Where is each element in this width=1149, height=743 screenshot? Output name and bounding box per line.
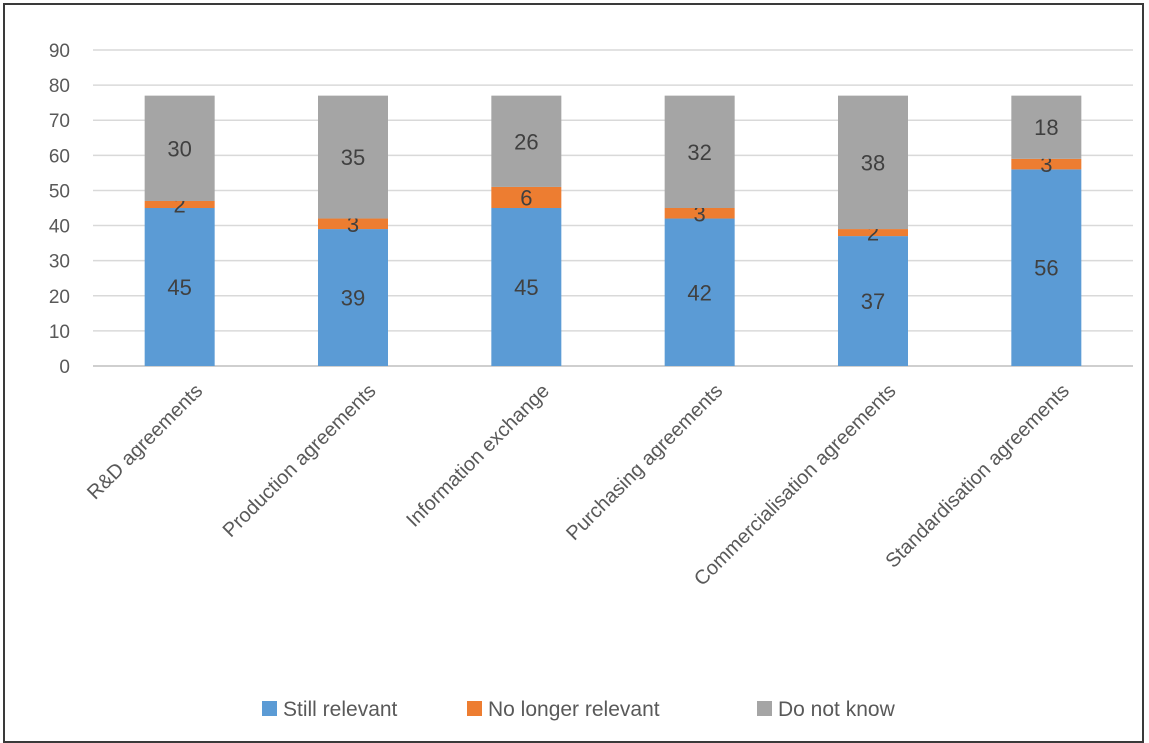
data-label: 42 [687,280,711,305]
bar-still-relevant [1011,169,1082,366]
x-axis: R&D agreements Production agreements Infor… [83,380,1074,590]
bar-do-not-know [318,95,388,219]
data-label: 38 [861,150,885,175]
bar-no-longer-relevant [318,218,388,230]
data-label: 39 [341,286,365,311]
bar-do-not-know [664,95,735,208]
y-tick-label: 10 [49,322,70,343]
bar-no-longer-relevant [491,186,562,208]
bar-no-longer-relevant [144,200,215,208]
x-category-label: Commercialisation agreements [690,380,900,590]
x-category-label: Information exchange [402,380,554,532]
bar-do-not-know [1011,95,1082,159]
x-category-label: Purchasing agreements [562,380,727,545]
bar-do-not-know [491,95,562,187]
legend-swatch [262,701,277,716]
bar-still-relevant [318,229,388,366]
bar-do-not-know [144,95,215,201]
bar-still-relevant [838,236,908,366]
bar-do-not-know [838,95,908,230]
data-label: 32 [687,140,711,165]
legend-item-no-longer-relevant: No longer relevant [467,698,660,721]
data-label: 37 [861,289,885,314]
y-tick-label: 50 [49,181,70,202]
y-tick-label: 80 [49,76,70,97]
y-tick-label: 70 [49,111,70,132]
legend-swatch [757,701,772,716]
legend: Still relevant No longer relevant Do not k… [262,698,896,721]
y-tick-label: 90 [49,41,70,62]
data-label: 26 [514,129,538,154]
x-category-label: R&D agreements [83,380,207,504]
legend-label: No longer relevant [488,698,660,721]
legend-item-still-relevant: Still relevant [262,698,398,721]
y-tick-label: 60 [49,146,70,167]
data-label: 56 [1034,256,1058,281]
data-label: 45 [514,275,538,300]
legend-swatch [467,701,482,716]
y-tick-label: 0 [59,357,70,378]
x-category-label: Standardisation agreements [881,380,1073,572]
y-tick-label: 30 [49,252,70,273]
y-tick-label: 40 [49,217,70,238]
data-label: 45 [167,275,191,300]
bar-no-longer-relevant [664,208,735,219]
legend-label: Do not know [778,698,896,721]
data-label: 18 [1034,115,1058,140]
gridlines [93,49,1133,367]
bar-no-longer-relevant [838,229,908,237]
bar-no-longer-relevant [1011,158,1082,170]
y-tick-label: 20 [49,287,70,308]
bar-still-relevant [664,218,735,366]
bar-still-relevant [491,208,562,366]
data-label: 6 [520,185,532,210]
bar-still-relevant [144,208,215,366]
y-axis: 0 10 20 30 40 50 60 70 80 90 [49,41,70,378]
data-label: 30 [167,136,191,161]
data-label: 35 [341,145,365,170]
legend-label: Still relevant [283,698,398,721]
x-category-label: Production agreements [219,380,381,542]
legend-item-do-not-know: Do not know [757,698,896,721]
